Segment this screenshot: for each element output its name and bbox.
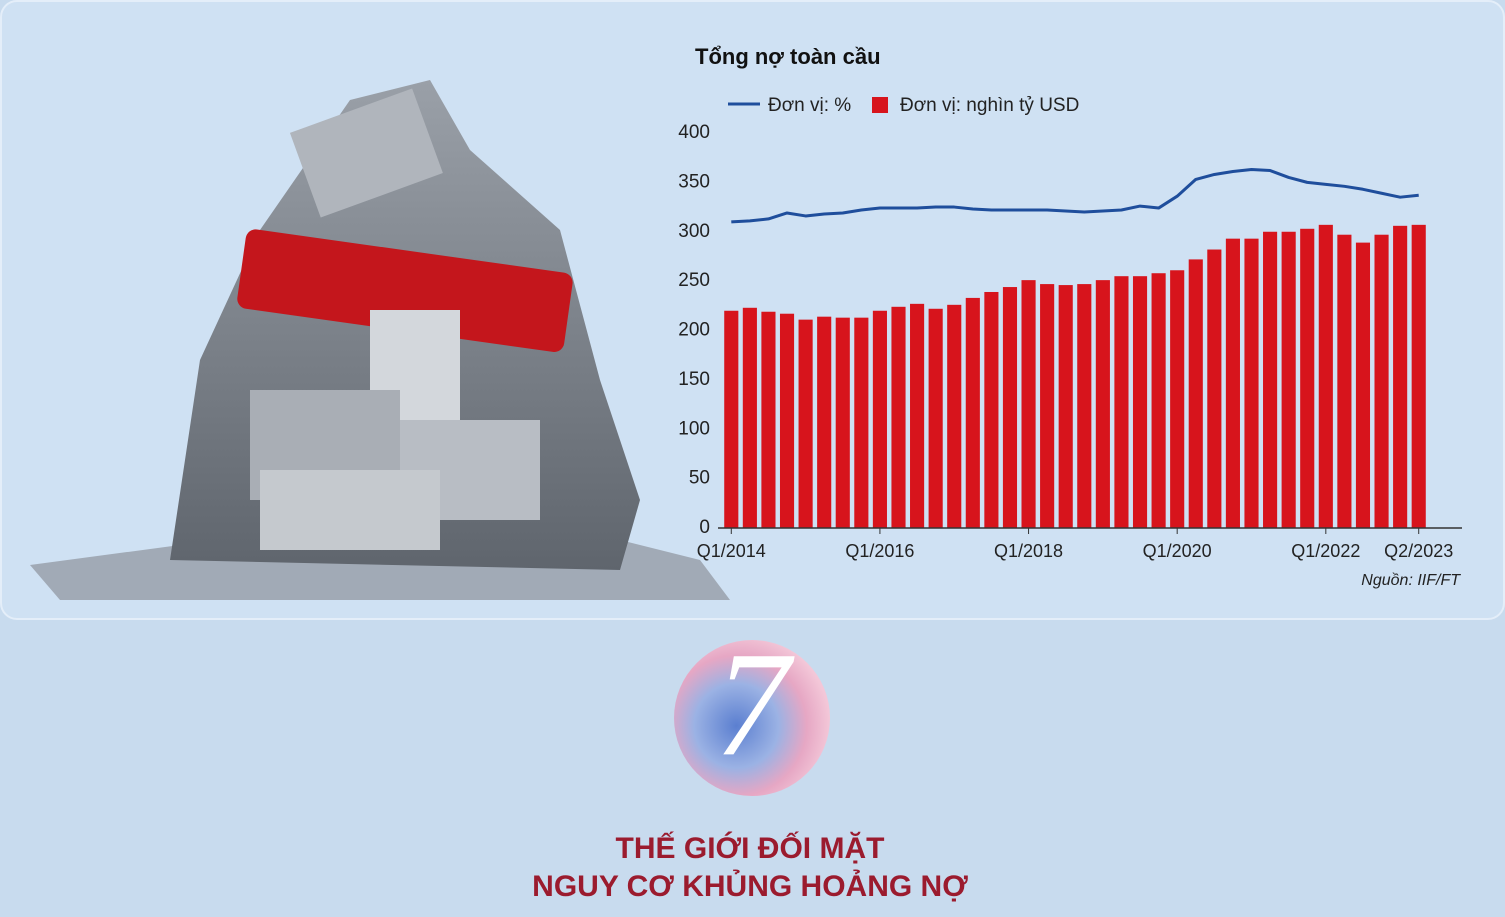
y-tick-label: 300 bbox=[678, 221, 710, 242]
bar bbox=[779, 313, 795, 528]
bar bbox=[1114, 276, 1129, 528]
legend-label: Đơn vị: % bbox=[768, 95, 851, 116]
bar bbox=[1151, 273, 1166, 528]
bar bbox=[1393, 225, 1408, 528]
bar bbox=[1077, 284, 1092, 528]
bar bbox=[928, 308, 943, 528]
badge-number: 7 bbox=[715, 621, 796, 787]
bar bbox=[947, 304, 962, 528]
x-tick-label: Q1/2018 bbox=[994, 541, 1063, 561]
x-tick-label: Q1/2020 bbox=[1143, 541, 1212, 561]
bar bbox=[1002, 287, 1018, 528]
bar bbox=[872, 310, 887, 528]
y-tick-label: 50 bbox=[689, 468, 710, 489]
bar bbox=[891, 306, 906, 528]
bar bbox=[1300, 228, 1315, 528]
bar bbox=[1244, 238, 1259, 528]
bar bbox=[1374, 234, 1389, 528]
bar bbox=[854, 317, 869, 528]
x-tick-label: Q1/2014 bbox=[697, 541, 766, 561]
source-note: Nguồn: IIF/FT bbox=[1361, 572, 1461, 589]
badge-circle bbox=[674, 640, 830, 796]
bar bbox=[965, 297, 980, 528]
bar bbox=[724, 310, 739, 528]
bar bbox=[910, 303, 925, 528]
headline: THẾ GIỚI ĐỐI MẶT bbox=[616, 831, 885, 865]
y-tick-label: 150 bbox=[678, 369, 710, 390]
bar bbox=[1355, 242, 1371, 529]
bar bbox=[1095, 280, 1110, 528]
bar bbox=[1021, 280, 1036, 528]
x-tick-label: Q1/2022 bbox=[1291, 541, 1360, 561]
y-tick-label: 250 bbox=[678, 270, 710, 291]
legend-label: Đơn vị: nghìn tỷ USD bbox=[900, 95, 1079, 116]
bar bbox=[1132, 276, 1148, 528]
bar bbox=[817, 316, 832, 528]
y-tick-label: 100 bbox=[678, 418, 710, 439]
y-tick-label: 200 bbox=[678, 320, 710, 341]
bar bbox=[1188, 259, 1203, 528]
bar bbox=[1411, 224, 1426, 528]
bar bbox=[1207, 249, 1222, 528]
bar bbox=[1170, 270, 1185, 528]
y-tick-label: 350 bbox=[678, 171, 710, 192]
chart-title: Tổng nợ toàn cầu bbox=[695, 44, 881, 69]
bar bbox=[835, 317, 850, 528]
headline: NGUY CƠ KHỦNG HOẢNG NỢ bbox=[532, 869, 968, 903]
bar bbox=[984, 291, 999, 528]
x-tick-label: Q1/2016 bbox=[845, 541, 914, 561]
bar bbox=[1318, 224, 1333, 528]
bar bbox=[1263, 231, 1278, 528]
y-tick-label: 0 bbox=[699, 517, 710, 538]
y-tick-label: 400 bbox=[678, 122, 710, 143]
bar bbox=[1337, 234, 1352, 528]
x-tick-label: Q2/2023 bbox=[1384, 541, 1453, 561]
debt-illustration bbox=[30, 80, 730, 600]
bar bbox=[1281, 231, 1296, 528]
bar bbox=[1040, 284, 1055, 528]
bar bbox=[1058, 285, 1073, 528]
bar bbox=[1225, 238, 1240, 528]
bar bbox=[798, 319, 813, 528]
bar bbox=[742, 307, 757, 528]
line bbox=[731, 168, 1419, 224]
legend-swatch bbox=[872, 97, 888, 113]
bar bbox=[761, 311, 776, 528]
